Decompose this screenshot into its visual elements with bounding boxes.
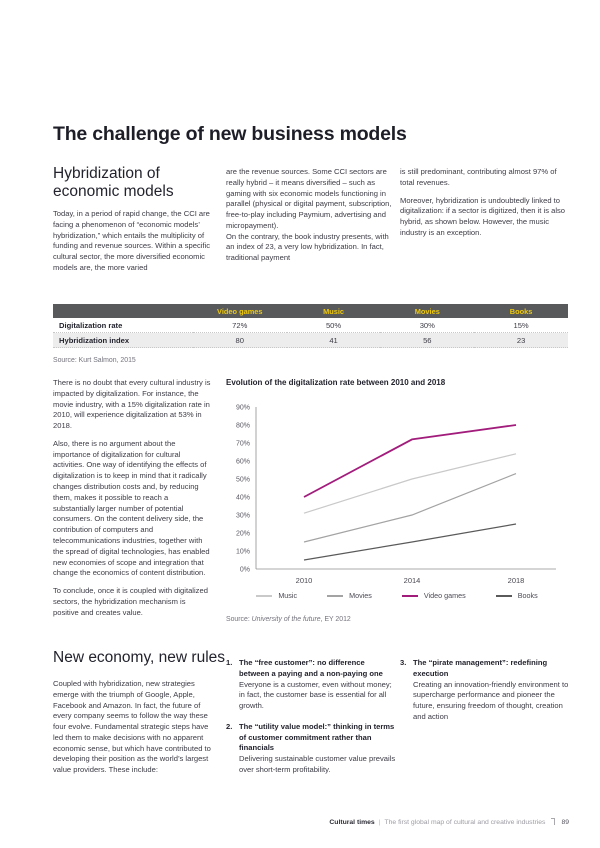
chart-source-title: University of the future xyxy=(251,616,321,623)
footer-subtitle: The first global map of cultural and cre… xyxy=(384,819,546,826)
y-axis-tick-label: 90% xyxy=(236,405,250,412)
series-line-music xyxy=(303,453,517,514)
table-source: Source: Kurt Salmon, 2015 xyxy=(53,357,136,364)
legend-item-music: Music xyxy=(256,591,297,600)
chart-source: Source: University of the future, EY 201… xyxy=(226,616,568,623)
paragraph: Today, in a period of rapid change, the … xyxy=(53,209,211,272)
paragraph: On the contrary, the book industry prese… xyxy=(226,231,389,263)
intro-column-3: is still predominant, contributing almos… xyxy=(400,167,568,239)
numbered-list-column-2: 3. The “pirate management”: redefining e… xyxy=(400,658,570,733)
paragraph: Also, there is no argument about the imp… xyxy=(53,438,210,578)
table-header-row: Video games Music Movies Books xyxy=(53,304,568,318)
legend-line-swatch-icon xyxy=(327,594,344,597)
x-axis-tick-label: 2010 xyxy=(296,576,313,585)
list-item-body: Delivering sustainable customer value pr… xyxy=(239,754,396,775)
table-row: Digitalization rate 72% 50% 30% 15% xyxy=(53,318,568,333)
page-title: The challenge of new business models xyxy=(53,123,407,145)
row-label: Digitalization rate xyxy=(53,318,193,333)
legend-label: Music xyxy=(278,591,298,600)
list-item: 3. The “pirate management”: redefining e… xyxy=(400,658,570,723)
y-axis-tick-label: 70% xyxy=(236,441,250,448)
chart-legend: Music Movies Video games Books xyxy=(226,591,568,600)
table-cell: 41 xyxy=(286,332,381,348)
chart-title: Evolution of the digitalization rate bet… xyxy=(226,378,446,387)
column-header: Music xyxy=(286,304,381,318)
y-axis-tick-label: 60% xyxy=(236,459,250,466)
row-label: Hybridization index xyxy=(53,332,193,348)
series-line-video-games xyxy=(303,424,517,498)
page-footer: Cultural times | The first global map of… xyxy=(329,818,569,827)
x-axis-tick-label: 2018 xyxy=(508,576,525,585)
y-axis-tick-label: 40% xyxy=(236,495,250,502)
line-chart-canvas: 0% 10% 20% 30% 40% 50% 60% 70% 80% 90% 2010 2014 201… xyxy=(236,405,556,585)
page-number: 89 xyxy=(561,819,569,826)
table-row: Hybridization index 80 41 56 23 xyxy=(53,332,568,348)
table-corner-cell xyxy=(53,304,193,318)
list-item-title: The “free customer”: no difference betwe… xyxy=(239,658,383,678)
y-axis-tick-label: 0% xyxy=(240,567,250,574)
table-cell: 50% xyxy=(286,318,381,333)
chart-source-rest: , EY 2012 xyxy=(320,616,351,623)
paragraph: Moreover, hybridization is undoubtedly l… xyxy=(400,195,566,237)
paragraph: are the revenue sources. Some CCI sector… xyxy=(226,167,392,230)
digitalization-table: Video games Music Movies Books Digitaliz… xyxy=(53,304,568,348)
footer-divider: | xyxy=(378,819,381,826)
list-item-title: The “pirate management”: redefining exec… xyxy=(413,658,548,678)
intro-column-1: Today, in a period of rapid change, the … xyxy=(53,209,211,274)
legend-label: Video games xyxy=(423,591,466,600)
section-heading-new-economy: New economy, new rules xyxy=(53,649,226,666)
paragraph: Coupled with hybridization, new strategi… xyxy=(53,679,211,775)
list-item-body: Creating an innovation-friendly environm… xyxy=(413,679,569,721)
paragraph: To conclude, once it is coupled with dig… xyxy=(53,586,208,617)
intro-column-2: are the revenue sources. Some CCI sector… xyxy=(226,167,392,264)
numbered-list-column-1: 1. The “free customer”: no difference be… xyxy=(226,658,396,786)
list-item-number: 2. xyxy=(226,721,233,731)
y-axis-tick-label: 20% xyxy=(236,531,250,538)
new-economy-intro: Coupled with hybridization, new strategi… xyxy=(53,679,215,776)
paragraph: There is no doubt that every cultural in… xyxy=(53,378,211,431)
table-cell: 72% xyxy=(192,318,287,333)
y-axis-tick-label: 80% xyxy=(236,423,250,430)
table-cell: 56 xyxy=(380,332,475,348)
table-cell: 80 xyxy=(192,332,287,348)
legend-item-video-games: Video games xyxy=(401,591,466,600)
footer-brand: Cultural times xyxy=(329,819,375,826)
legend-item-books: Books xyxy=(495,591,538,600)
legend-line-swatch-icon xyxy=(256,594,273,597)
chart-source-label: Source: xyxy=(226,616,252,623)
list-item: 2. The “utility value model:” thinking i… xyxy=(226,722,396,776)
legend-line-swatch-icon xyxy=(401,594,418,597)
y-axis-tick-label: 30% xyxy=(236,513,250,520)
table-cell: 15% xyxy=(474,318,568,333)
list-item-number: 1. xyxy=(226,658,233,667)
footer-corner-mark xyxy=(551,818,556,825)
list-item-title: The “utility value model:” thinking in t… xyxy=(239,721,395,753)
column-header: Video games xyxy=(192,304,287,318)
list-item-number: 3. xyxy=(400,658,407,667)
digitalization-chart: Evolution of the digitalization rate bet… xyxy=(226,378,568,623)
legend-line-swatch-icon xyxy=(495,594,512,597)
legend-label: Movies xyxy=(349,591,372,600)
series-line-books xyxy=(303,523,517,561)
y-axis-tick-label: 50% xyxy=(236,477,250,484)
x-axis-tick-label: 2014 xyxy=(404,576,421,585)
paragraph: is still predominant, contributing almos… xyxy=(400,167,557,187)
table-cell: 23 xyxy=(474,332,568,348)
column-header: Movies xyxy=(380,304,475,318)
legend-item-movies: Movies xyxy=(327,591,372,600)
column-header: Books xyxy=(474,304,568,318)
section-heading-hybridization: Hybridization of economic models xyxy=(53,165,174,200)
series-line-movies xyxy=(303,473,517,543)
legend-label: Books xyxy=(517,591,538,600)
y-axis-tick-label: 10% xyxy=(236,549,250,556)
list-item: 1. The “free customer”: no difference be… xyxy=(226,658,396,712)
table-cell: 30% xyxy=(380,318,475,333)
left-text-column: There is no doubt that every cultural in… xyxy=(53,378,211,618)
list-item-body: Everyone is a customer, even without mon… xyxy=(239,679,392,711)
